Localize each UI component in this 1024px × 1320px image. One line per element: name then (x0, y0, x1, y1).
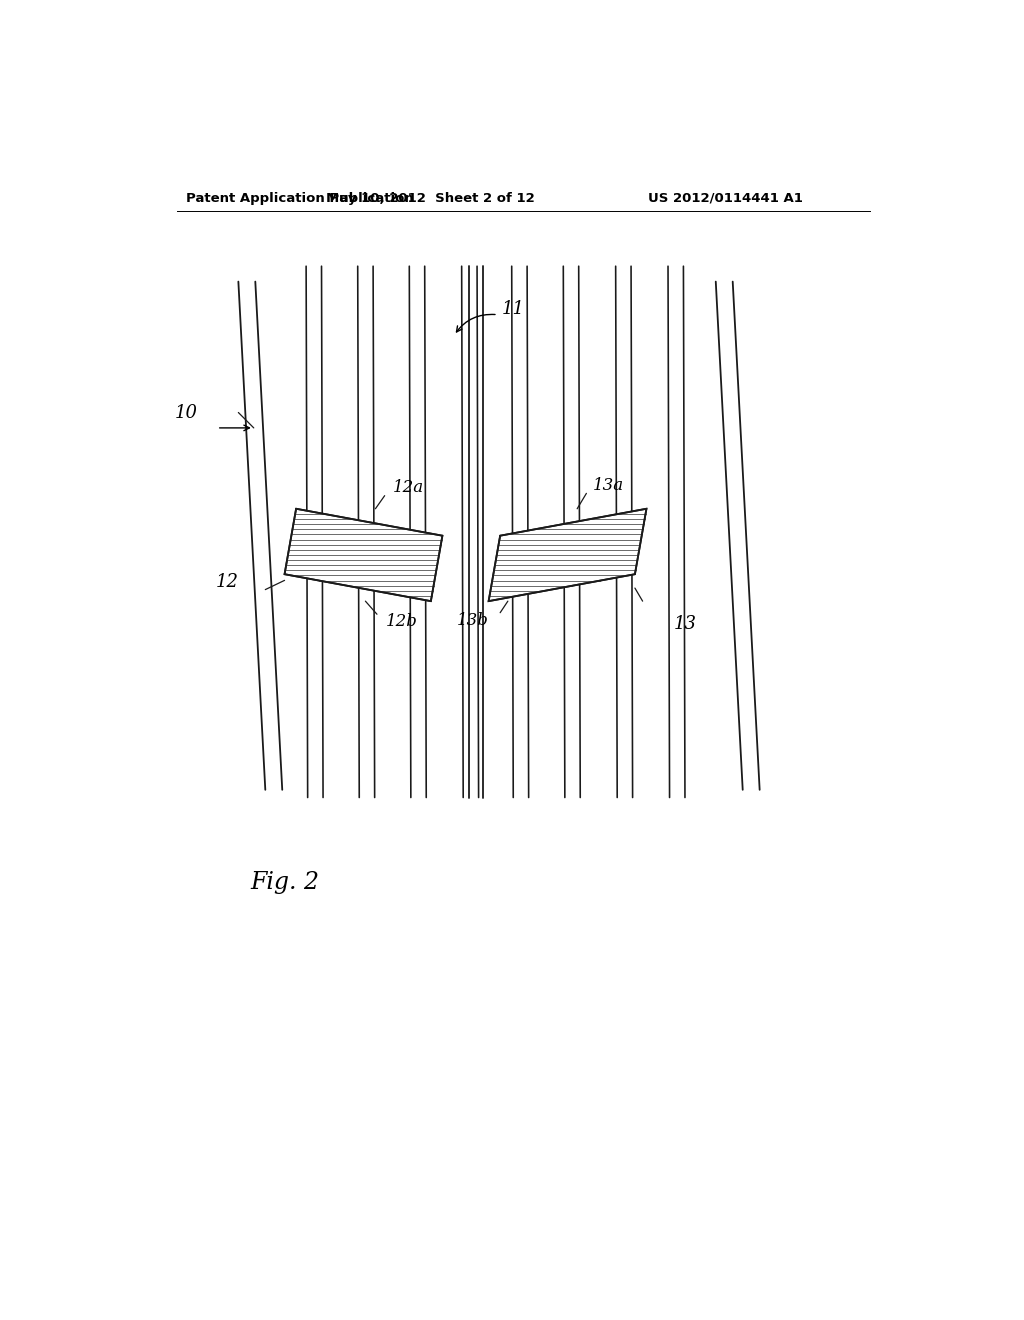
Text: 12b: 12b (386, 614, 418, 631)
Text: 12a: 12a (392, 479, 424, 496)
Text: US 2012/0114441 A1: US 2012/0114441 A1 (648, 191, 803, 205)
Text: 13a: 13a (593, 477, 624, 494)
Text: Fig. 2: Fig. 2 (250, 871, 318, 894)
Polygon shape (285, 508, 442, 601)
Polygon shape (488, 508, 646, 601)
Text: 12: 12 (215, 573, 239, 591)
Text: 13: 13 (674, 615, 696, 634)
Text: 11: 11 (502, 300, 524, 318)
Text: May 10, 2012  Sheet 2 of 12: May 10, 2012 Sheet 2 of 12 (327, 191, 536, 205)
Text: Patent Application Publication: Patent Application Publication (186, 191, 414, 205)
Text: 13b: 13b (457, 612, 488, 628)
Text: 10: 10 (174, 404, 198, 421)
